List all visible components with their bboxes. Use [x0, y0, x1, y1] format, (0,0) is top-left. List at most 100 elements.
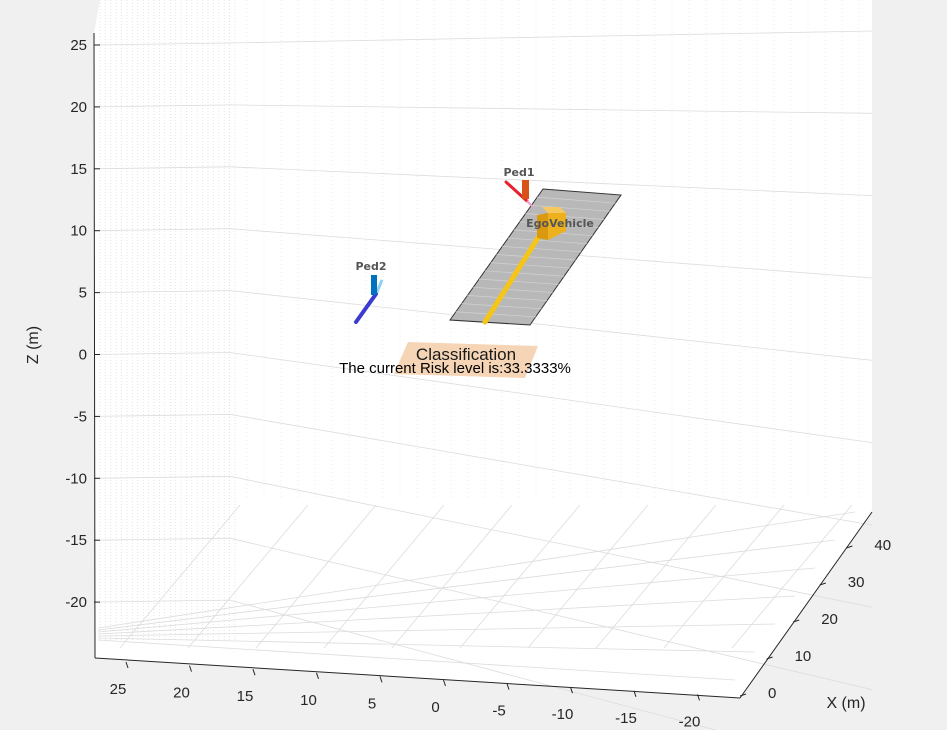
ped1-body	[522, 180, 529, 199]
floor-gridline	[187, 504, 309, 649]
z-tick-label: 5	[79, 285, 87, 302]
y-tick-mark	[252, 669, 256, 676]
ego-vehicle: EgoVehicle	[482, 207, 594, 325]
floor-gridline	[97, 511, 856, 629]
ped2-body	[371, 275, 377, 295]
z-tick-label: -15	[65, 532, 87, 549]
z-gridline	[94, 352, 231, 355]
z-gridline	[229, 290, 873, 361]
z-gridline	[94, 42, 231, 46]
x-axis-label: X (m)	[826, 695, 865, 712]
z-gridline	[94, 104, 231, 108]
classification-background	[394, 342, 538, 378]
y-tick-mark	[506, 683, 510, 690]
grid-lines	[94, 0, 873, 730]
x-tick-label: 30	[848, 574, 865, 591]
ego-vehicle-side	[548, 213, 566, 240]
floor-gridline	[663, 504, 785, 649]
floor-gridline	[97, 623, 776, 637]
x-tick-label: 10	[795, 648, 812, 665]
axis-lines	[93, 32, 873, 699]
floor-gridline	[97, 639, 736, 681]
y-axis-line	[94, 657, 741, 699]
x-tick-mark	[819, 582, 826, 586]
floor-gridline	[97, 637, 756, 653]
ped1: Ped1	[503, 166, 535, 208]
ego-vehicle-front	[537, 213, 548, 240]
z-gridline	[229, 166, 873, 197]
floor-gridline	[119, 504, 241, 649]
y-tick-mark	[316, 672, 319, 679]
y-tick-mark	[697, 694, 700, 701]
x-tick-mark	[739, 693, 747, 697]
y-tick-label: 15	[237, 688, 254, 705]
floor-gridline	[391, 504, 513, 649]
z-gridline	[94, 599, 231, 603]
y-tick-label: 20	[173, 685, 190, 702]
z-tick-labels: 25 20 15 10 5 0 -5 -10 -15 -20	[65, 37, 100, 611]
z-gridline	[94, 166, 231, 170]
y-tick-label: 10	[300, 692, 317, 709]
ped2: Ped2	[354, 260, 387, 324]
road-stripe	[508, 237, 587, 245]
z-tick-label: 0	[79, 347, 87, 364]
z-tick-label: 10	[70, 223, 87, 240]
ped2-heading	[375, 279, 384, 293]
y-tick-label: -10	[552, 706, 574, 723]
z-axis-line	[93, 32, 96, 659]
z-gridline	[229, 352, 873, 444]
floor-gridline	[323, 504, 445, 649]
y-tick-label: -5	[492, 703, 505, 720]
road-stripe	[496, 254, 576, 261]
road-stripe	[490, 262, 570, 269]
x-axis-line	[739, 511, 873, 699]
ped1-label: Ped1	[503, 166, 534, 179]
z-gridline	[229, 414, 873, 526]
z-tick-label: -10	[65, 470, 87, 487]
y-tick-mark	[125, 661, 129, 669]
y-tick-label: -15	[615, 710, 637, 727]
y-tick-mark	[570, 687, 573, 694]
z-gridline	[229, 475, 873, 608]
floor-gridline	[97, 539, 836, 631]
x-tick-mark	[766, 656, 773, 660]
ped2-trajectory	[354, 292, 378, 324]
z-gridline	[94, 537, 231, 541]
classification-annotation: Classification The current Risk level is…	[339, 342, 571, 378]
floor-gridline	[255, 504, 377, 649]
z-gridline	[94, 414, 231, 417]
y-tick-label: -20	[679, 713, 701, 730]
y-tick-label: 25	[110, 681, 127, 698]
x-tick-label: 0	[768, 685, 776, 702]
classification-text: The current Risk level is:33.3333%	[339, 360, 571, 377]
ped1-heading	[526, 200, 534, 208]
x-tick-mark	[846, 545, 853, 549]
y-tick-mark	[443, 679, 446, 687]
road-stripe	[531, 204, 610, 212]
road-stripe	[467, 295, 548, 302]
floor-gridline	[459, 504, 581, 649]
ped2-label: Ped2	[355, 260, 386, 273]
ego-trajectory	[482, 222, 549, 325]
road-stripe	[461, 303, 542, 310]
x-tick-mark	[793, 619, 800, 623]
road-stripe	[537, 196, 616, 204]
road-stripe	[455, 311, 536, 318]
z-gridline	[229, 104, 873, 114]
road-stripe	[479, 278, 559, 285]
z-gridline	[94, 475, 231, 479]
z-axis-label: Z (m)	[25, 326, 42, 364]
z-tick-label: -20	[65, 594, 87, 611]
floor-gridline	[731, 504, 853, 649]
z-gridline	[229, 30, 873, 44]
floor-gridline	[595, 504, 717, 649]
y-tick-label: 0	[431, 699, 439, 716]
ego-vehicle-top	[542, 207, 566, 213]
floor-gridline	[97, 567, 816, 633]
x-tick-labels: 0 10 20 30 40	[739, 537, 891, 702]
ego-vehicle-label: EgoVehicle	[526, 217, 594, 230]
y-tick-mark	[633, 690, 637, 697]
x-tick-label: 20	[821, 611, 838, 628]
z-tick-label: -5	[74, 408, 87, 425]
